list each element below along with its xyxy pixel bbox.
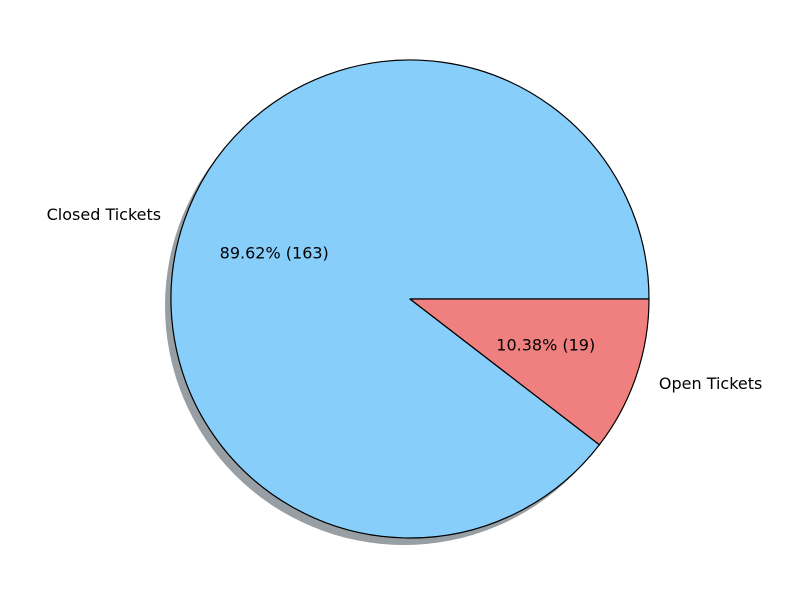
pie-slice-closed-tickets: [170, 59, 650, 539]
pie-category-label-closed-tickets: Closed Tickets: [47, 205, 162, 224]
pie-slice-open-tickets: [409, 298, 650, 446]
pie-labels: 89.62% (163) Closed Tickets 10.38% (19) Ope…: [47, 205, 763, 393]
pie-pct-label-open-tickets: 10.38% (19): [496, 336, 595, 355]
pie-slices: [170, 59, 650, 539]
pie-category-label-open-tickets: Open Tickets: [659, 374, 763, 393]
pie-pct-label-closed-tickets: 89.62% (163): [220, 243, 329, 262]
